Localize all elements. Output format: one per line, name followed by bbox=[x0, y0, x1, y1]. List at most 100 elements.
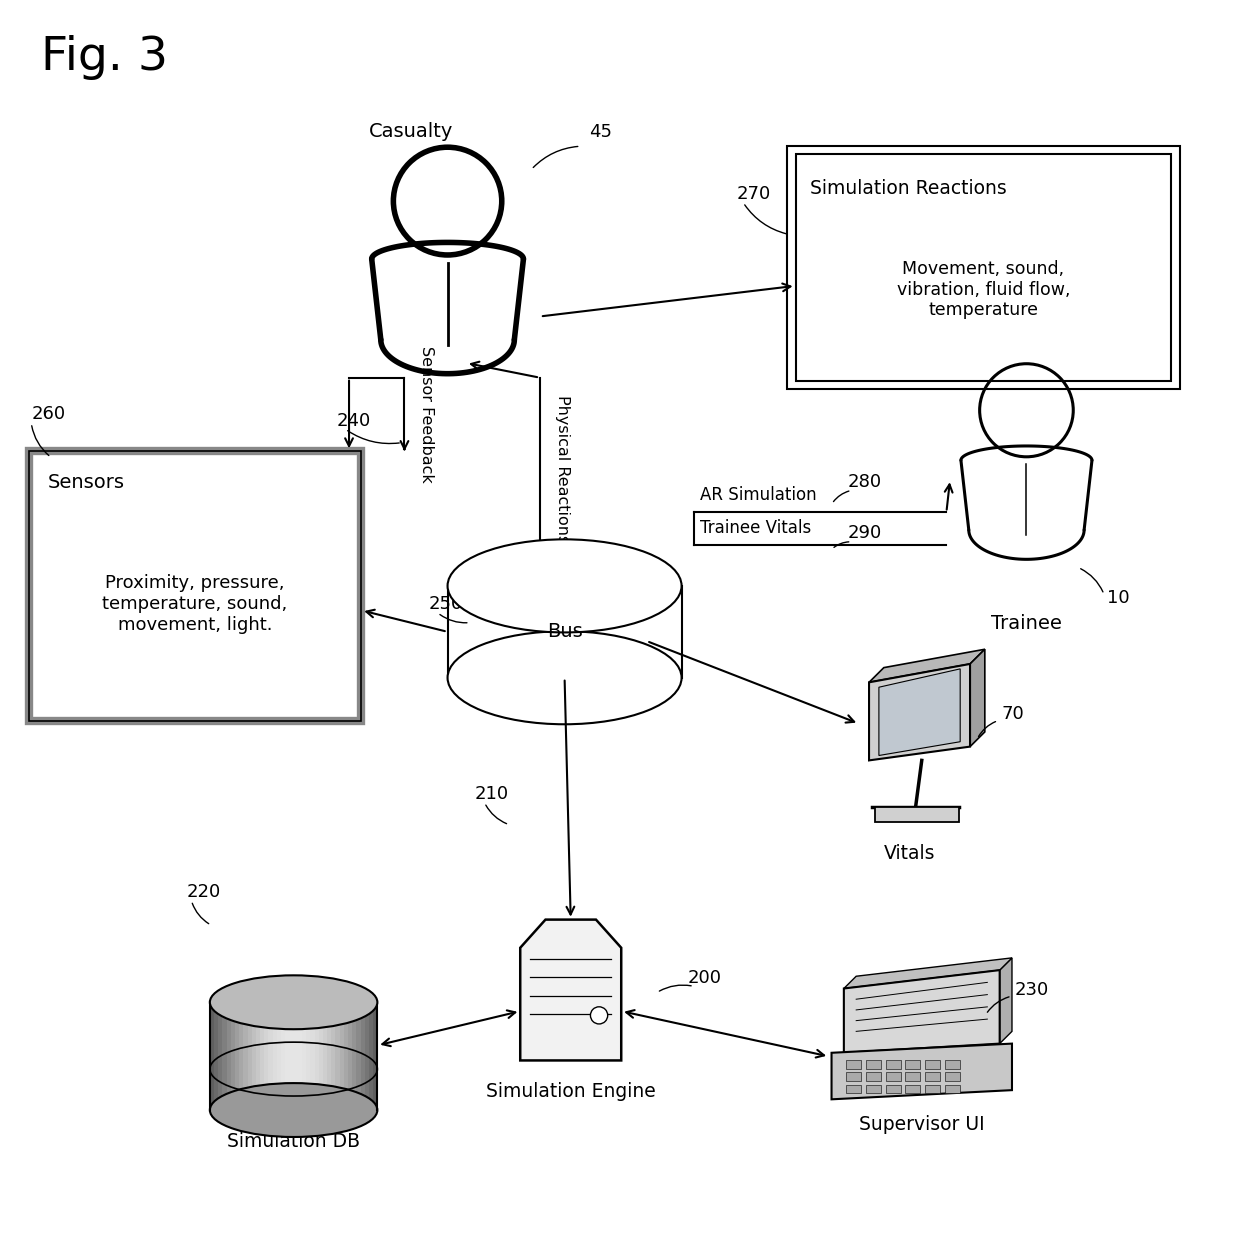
Bar bbox=[945, 1085, 960, 1094]
Bar bbox=[925, 1073, 940, 1081]
Text: 260: 260 bbox=[31, 406, 66, 423]
Text: Simulation Reactions: Simulation Reactions bbox=[810, 179, 1007, 197]
Text: Trainee Vitals: Trainee Vitals bbox=[701, 519, 811, 536]
Polygon shape bbox=[844, 970, 999, 1053]
Bar bbox=[255, 1002, 260, 1110]
Bar bbox=[905, 1060, 920, 1069]
Ellipse shape bbox=[210, 1083, 377, 1137]
Text: Sensor Feedback: Sensor Feedback bbox=[419, 346, 434, 483]
Text: Trainee: Trainee bbox=[991, 614, 1061, 633]
Bar bbox=[905, 1085, 920, 1094]
Bar bbox=[327, 1002, 331, 1110]
Text: Sensors: Sensors bbox=[47, 473, 124, 492]
Bar bbox=[925, 1085, 940, 1094]
Bar bbox=[260, 1002, 264, 1110]
Bar bbox=[273, 1002, 277, 1110]
FancyBboxPatch shape bbox=[875, 806, 959, 821]
Bar bbox=[218, 1002, 222, 1110]
Polygon shape bbox=[869, 663, 970, 761]
Bar bbox=[885, 1085, 900, 1094]
Bar bbox=[847, 1073, 861, 1081]
Text: AR Simulation: AR Simulation bbox=[701, 486, 817, 504]
Bar bbox=[925, 1060, 940, 1069]
Bar bbox=[866, 1073, 880, 1081]
Bar bbox=[303, 1002, 306, 1110]
Text: Proximity, pressure,
temperature, sound,
movement, light.: Proximity, pressure, temperature, sound,… bbox=[103, 575, 288, 634]
Bar bbox=[331, 1002, 336, 1110]
Bar bbox=[336, 1002, 340, 1110]
Bar bbox=[945, 1060, 960, 1069]
Bar bbox=[905, 1073, 920, 1081]
Bar bbox=[352, 1002, 356, 1110]
Bar bbox=[787, 145, 1179, 390]
Bar bbox=[243, 1002, 248, 1110]
Bar bbox=[239, 1002, 243, 1110]
Text: 200: 200 bbox=[688, 969, 722, 986]
Polygon shape bbox=[844, 958, 1012, 989]
Text: Bus: Bus bbox=[547, 623, 583, 641]
Text: Simulation DB: Simulation DB bbox=[227, 1132, 360, 1152]
Bar bbox=[210, 1002, 215, 1110]
Bar bbox=[231, 1002, 236, 1110]
Bar bbox=[448, 586, 682, 678]
Bar bbox=[277, 1002, 281, 1110]
Text: 240: 240 bbox=[337, 412, 371, 429]
Bar bbox=[319, 1002, 322, 1110]
Polygon shape bbox=[521, 920, 621, 1060]
Bar bbox=[340, 1002, 343, 1110]
Text: 280: 280 bbox=[848, 472, 882, 491]
Bar bbox=[866, 1060, 880, 1069]
Bar bbox=[361, 1002, 365, 1110]
Text: Supervisor UI: Supervisor UI bbox=[859, 1115, 985, 1133]
Bar bbox=[866, 1085, 880, 1094]
Circle shape bbox=[590, 1007, 608, 1023]
Text: Movement, sound,
vibration, fluid flow,
temperature: Movement, sound, vibration, fluid flow, … bbox=[897, 260, 1070, 319]
Bar bbox=[222, 1002, 227, 1110]
Text: Physical Reactions: Physical Reactions bbox=[554, 396, 569, 544]
Bar bbox=[289, 1002, 294, 1110]
Text: 70: 70 bbox=[1002, 705, 1024, 724]
Bar bbox=[285, 1002, 289, 1110]
Bar bbox=[796, 154, 1171, 381]
Bar bbox=[29, 451, 361, 720]
Text: 45: 45 bbox=[589, 123, 613, 142]
Polygon shape bbox=[999, 958, 1012, 1043]
Bar bbox=[294, 1002, 298, 1110]
Bar bbox=[847, 1060, 861, 1069]
Bar bbox=[945, 1073, 960, 1081]
Ellipse shape bbox=[210, 975, 377, 1030]
Text: Vitals: Vitals bbox=[884, 843, 935, 863]
Bar bbox=[306, 1002, 310, 1110]
Bar bbox=[343, 1002, 348, 1110]
Text: 210: 210 bbox=[475, 785, 508, 803]
Bar bbox=[298, 1002, 303, 1110]
Polygon shape bbox=[879, 668, 960, 756]
Bar bbox=[348, 1002, 352, 1110]
Text: 230: 230 bbox=[1014, 981, 1048, 999]
Bar bbox=[847, 1085, 861, 1094]
Text: Fig. 3: Fig. 3 bbox=[41, 35, 169, 80]
Text: Simulation Engine: Simulation Engine bbox=[486, 1083, 656, 1101]
Bar bbox=[29, 451, 361, 720]
Polygon shape bbox=[832, 1043, 1012, 1100]
Bar bbox=[227, 1002, 231, 1110]
Bar bbox=[373, 1002, 377, 1110]
Bar bbox=[310, 1002, 315, 1110]
Text: 10: 10 bbox=[1106, 589, 1130, 607]
Bar bbox=[281, 1002, 285, 1110]
Text: 220: 220 bbox=[186, 883, 221, 901]
Bar bbox=[885, 1073, 900, 1081]
Bar bbox=[322, 1002, 327, 1110]
Polygon shape bbox=[869, 650, 985, 682]
Text: Casualty: Casualty bbox=[368, 122, 453, 142]
Bar bbox=[248, 1002, 252, 1110]
Bar bbox=[365, 1002, 370, 1110]
Bar bbox=[215, 1002, 218, 1110]
Bar bbox=[315, 1002, 319, 1110]
Bar bbox=[236, 1002, 239, 1110]
Text: 250: 250 bbox=[429, 596, 464, 613]
Ellipse shape bbox=[448, 539, 682, 633]
Polygon shape bbox=[970, 650, 985, 747]
Bar bbox=[370, 1002, 373, 1110]
Bar bbox=[356, 1002, 361, 1110]
